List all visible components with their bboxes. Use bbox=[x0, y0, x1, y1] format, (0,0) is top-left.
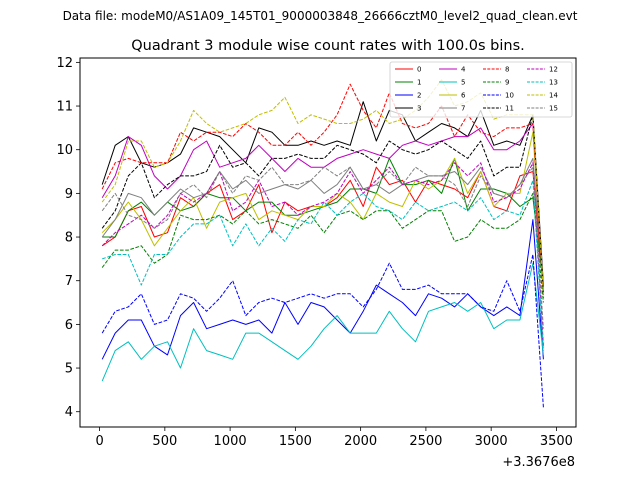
y-tick-label: 9 bbox=[65, 187, 73, 202]
x-tick-label: 1500 bbox=[279, 434, 312, 449]
legend-label-5: 5 bbox=[461, 79, 465, 87]
legend-label-13: 13 bbox=[549, 79, 558, 87]
y-tick-label: 8 bbox=[65, 231, 73, 246]
series-line-10 bbox=[101, 254, 544, 408]
series-lines bbox=[101, 79, 544, 408]
series-line-6 bbox=[101, 131, 544, 290]
legend-label-2: 2 bbox=[417, 92, 421, 100]
x-offset-label: +3.3676e8 bbox=[502, 455, 575, 470]
x-tick-label: 2500 bbox=[409, 434, 442, 449]
legend-label-11: 11 bbox=[505, 105, 514, 113]
chart-title: Quadrant 3 module wise count rates with … bbox=[131, 38, 525, 54]
x-tick-label: 2000 bbox=[344, 434, 377, 449]
y-axis: 4 5 6 7 8 9 10 11 12 bbox=[56, 56, 80, 420]
series-line-13 bbox=[102, 179, 544, 351]
y-tick-label: 10 bbox=[56, 143, 73, 158]
suptitle: Data file: modeM0/AS1A09_145T01_90000038… bbox=[63, 9, 578, 23]
series-line-7 bbox=[101, 157, 544, 286]
legend-label-4: 4 bbox=[461, 66, 466, 74]
series-line-5 bbox=[101, 262, 544, 382]
legend-label-9: 9 bbox=[505, 79, 509, 87]
legend-label-14: 14 bbox=[549, 92, 558, 100]
series-line-11 bbox=[101, 114, 544, 294]
legend-label-6: 6 bbox=[461, 92, 466, 100]
legend-label-0: 0 bbox=[417, 66, 421, 74]
y-tick-label: 6 bbox=[65, 318, 73, 333]
x-tick-label: 3000 bbox=[475, 434, 508, 449]
legend-label-8: 8 bbox=[505, 66, 509, 74]
series-line-9 bbox=[101, 192, 544, 303]
legend-box bbox=[389, 61, 573, 118]
series-line-15 bbox=[101, 166, 544, 329]
x-tick-label: 3500 bbox=[540, 434, 573, 449]
x-tick-label: 500 bbox=[152, 434, 177, 449]
y-tick-label: 11 bbox=[56, 100, 73, 115]
y-tick-label: 12 bbox=[56, 56, 73, 71]
series-line-3 bbox=[101, 101, 544, 286]
y-tick-label: 7 bbox=[65, 274, 73, 289]
y-tick-label: 5 bbox=[65, 362, 73, 377]
legend-label-7: 7 bbox=[461, 105, 465, 113]
y-tick-label: 4 bbox=[65, 405, 73, 420]
series-line-12 bbox=[101, 162, 544, 347]
plot-frame bbox=[79, 57, 577, 428]
x-tick-label: 1000 bbox=[214, 434, 247, 449]
x-axis: 0 500 1000 1500 2000 2500 3000 3500 bbox=[95, 427, 573, 449]
legend-label-1: 1 bbox=[417, 79, 421, 87]
legend-label-3: 3 bbox=[417, 105, 421, 113]
legend-label-15: 15 bbox=[549, 105, 558, 113]
legend-label-12: 12 bbox=[549, 66, 558, 74]
legend-label-10: 10 bbox=[505, 92, 514, 100]
x-tick-label: 0 bbox=[95, 434, 103, 449]
